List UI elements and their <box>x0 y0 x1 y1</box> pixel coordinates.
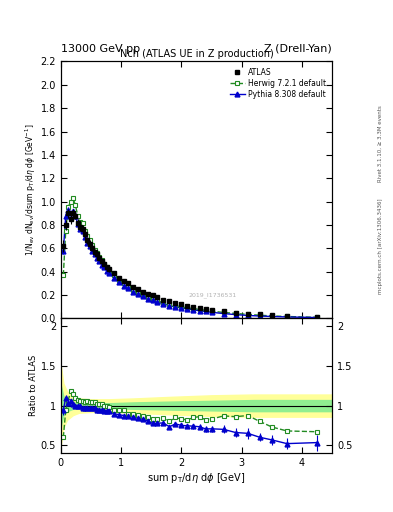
Text: 2019_I1736531: 2019_I1736531 <box>189 292 237 298</box>
Text: 13000 GeV pp: 13000 GeV pp <box>61 44 140 54</box>
Text: Z (Drell-Yan): Z (Drell-Yan) <box>264 44 332 54</box>
X-axis label: sum p$_{\rm T}$/d$\eta$ d$\phi$ [GeV]: sum p$_{\rm T}$/d$\eta$ d$\phi$ [GeV] <box>147 471 246 485</box>
Legend: ATLAS, Herwig 7.2.1 default, Pythia 8.308 default: ATLAS, Herwig 7.2.1 default, Pythia 8.30… <box>227 65 328 101</box>
Title: Nch (ATLAS UE in Z production): Nch (ATLAS UE in Z production) <box>119 49 274 59</box>
Y-axis label: 1/N$_{\rm ev}$ dN$_{\rm ev}$/dsum p$_{\rm T}$/d$\eta$ d$\phi$ [GeV$^{-1}$]: 1/N$_{\rm ev}$ dN$_{\rm ev}$/dsum p$_{\r… <box>23 124 38 256</box>
Text: mcplots.cern.ch [arXiv:1306.3436]: mcplots.cern.ch [arXiv:1306.3436] <box>378 198 383 293</box>
Text: Rivet 3.1.10, ≥ 3.3M events: Rivet 3.1.10, ≥ 3.3M events <box>378 105 383 182</box>
Y-axis label: Ratio to ATLAS: Ratio to ATLAS <box>29 355 38 416</box>
